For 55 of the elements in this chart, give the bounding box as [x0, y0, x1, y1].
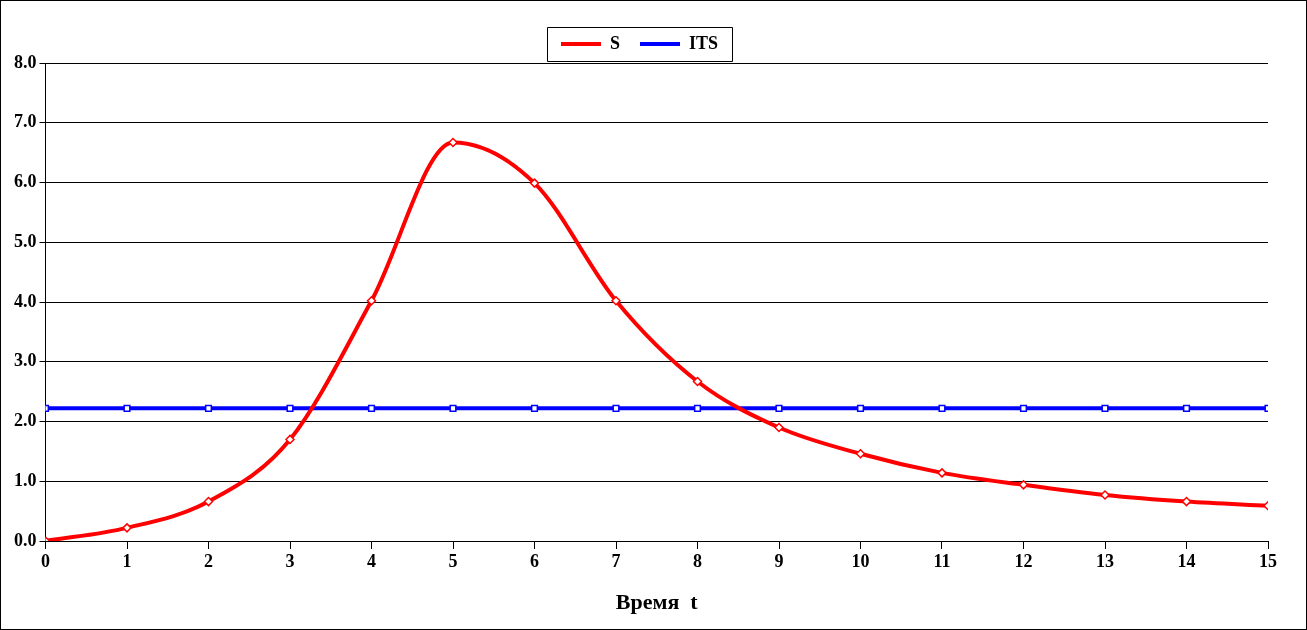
- x-tick-label: 14: [1177, 551, 1196, 572]
- point: [122, 523, 132, 533]
- point: [366, 296, 377, 306]
- x-tick-label: 15: [1259, 551, 1277, 572]
- point: [937, 468, 947, 478]
- point: [612, 404, 620, 412]
- x-axis-title: Время t: [615, 589, 699, 615]
- point: [204, 404, 213, 412]
- point: [1101, 404, 1109, 412]
- x-tick-label: 13: [1096, 551, 1114, 572]
- x-tick-label: 3: [285, 551, 295, 572]
- y-tick-label: 4.0: [14, 290, 37, 311]
- x-tick-label: 12: [1014, 551, 1033, 572]
- point: [1100, 490, 1110, 500]
- point: [775, 404, 783, 412]
- legend-label: S: [609, 32, 620, 53]
- x-tick-label: 8: [693, 551, 702, 572]
- y-tick-label: 8.0: [14, 51, 37, 72]
- point: [856, 404, 865, 412]
- point: [938, 404, 946, 412]
- point: [448, 137, 458, 148]
- x-tick-label: 1: [122, 551, 132, 572]
- point: [367, 404, 376, 412]
- point: [1182, 404, 1191, 412]
- x-tick-label: 10: [851, 551, 870, 572]
- point: [693, 404, 702, 412]
- y-tick-label: 7.0: [14, 111, 37, 132]
- point: [1018, 480, 1029, 490]
- y-tick-label: 2.0: [14, 410, 37, 431]
- point: [774, 422, 784, 433]
- point: [203, 496, 214, 507]
- y-tick-label: 3.0: [14, 350, 37, 371]
- point: [1019, 404, 1028, 412]
- legend-label: ITS: [688, 32, 719, 53]
- point: [855, 449, 866, 459]
- x-tick-label: 0: [41, 551, 50, 572]
- y-tick-label: 1.0: [14, 469, 37, 490]
- point: [530, 404, 539, 412]
- x-tick-label: 2: [204, 551, 213, 572]
- point: [611, 296, 621, 306]
- point: [529, 178, 540, 188]
- point: [285, 434, 295, 445]
- x-tick-label: 6: [530, 551, 539, 572]
- x-tick-label: 11: [933, 551, 951, 572]
- point: [286, 404, 294, 412]
- point: [449, 404, 457, 412]
- point: [123, 404, 131, 412]
- x-tick-label: 7: [611, 551, 621, 572]
- y-tick-label: 5.0: [14, 230, 37, 251]
- y-tick-label: 6.0: [14, 171, 37, 192]
- x-tick-label: 9: [774, 551, 784, 572]
- x-tick-label: 5: [448, 551, 458, 572]
- point: [692, 376, 703, 387]
- x-tick-label: 4: [367, 551, 376, 572]
- y-tick-label: 0.0: [14, 529, 37, 550]
